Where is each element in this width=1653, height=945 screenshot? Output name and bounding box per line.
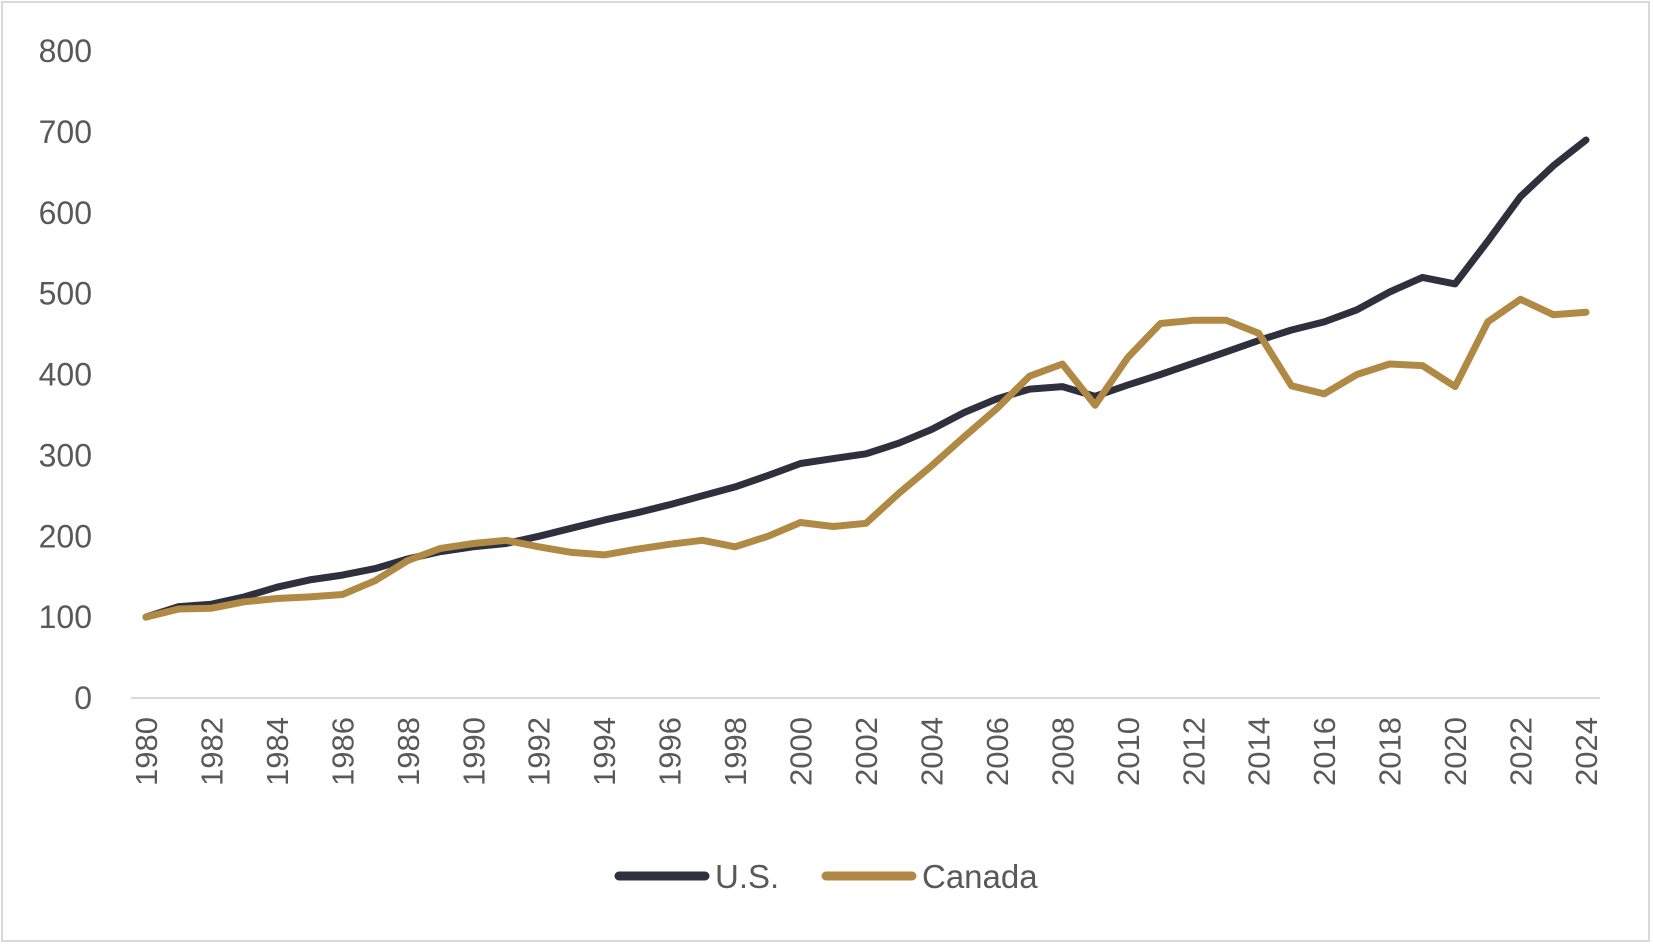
x-tick-label: 2002 — [849, 717, 884, 786]
x-tick-label: 2016 — [1307, 717, 1342, 786]
x-tick-label: 1984 — [260, 717, 295, 786]
x-tick-label: 2012 — [1176, 717, 1211, 786]
y-tick-label: 600 — [39, 195, 92, 231]
series-line-u-s — [142, 136, 1590, 621]
x-tick-label: 2022 — [1504, 717, 1539, 786]
x-tick-label: 1990 — [456, 717, 491, 786]
series-line-canada — [142, 295, 1590, 621]
x-tick-label: 1986 — [325, 717, 360, 786]
x-tick-label: 2004 — [914, 717, 949, 786]
x-tick-label: 2008 — [1045, 717, 1080, 786]
x-tick-label: 1994 — [587, 717, 622, 786]
legend: U.S. Canada — [614, 858, 1038, 895]
x-tick-label: 1998 — [718, 717, 753, 786]
x-tick-label: 2014 — [1242, 717, 1277, 786]
x-tick-label: 2018 — [1373, 717, 1408, 786]
x-tick-label: 2024 — [1569, 717, 1604, 786]
x-tick-label: 2010 — [1111, 717, 1146, 786]
legend-label-canada: Canada — [922, 858, 1038, 895]
plot-area — [142, 136, 1590, 621]
x-tick-label: 2000 — [784, 717, 819, 786]
x-tick-label: 1982 — [194, 717, 229, 786]
x-tick-label: 2006 — [980, 717, 1015, 786]
x-tick-label: 1992 — [522, 717, 557, 786]
y-tick-label: 400 — [39, 357, 92, 393]
y-tick-label: 300 — [39, 437, 92, 473]
y-tick-label: 800 — [39, 33, 92, 69]
x-tick-label: 1980 — [129, 717, 164, 786]
y-tick-label: 200 — [39, 518, 92, 554]
y-tick-label: 700 — [39, 114, 92, 150]
y-tick-label: 0 — [74, 680, 92, 716]
x-tick-label: 1996 — [653, 717, 688, 786]
y-tick-label: 500 — [39, 276, 92, 312]
y-axis: 0 100 200 300 400 500 600 700 800 — [39, 33, 92, 716]
y-tick-label: 100 — [39, 599, 92, 635]
x-axis: 1980 1982 1984 1986 1988 1990 1992 1994 1996 1998… — [129, 697, 1604, 786]
x-tick-label: 1988 — [391, 717, 426, 786]
x-tick-label: 2020 — [1438, 717, 1473, 786]
legend-label-u-s: U.S. — [715, 858, 779, 895]
